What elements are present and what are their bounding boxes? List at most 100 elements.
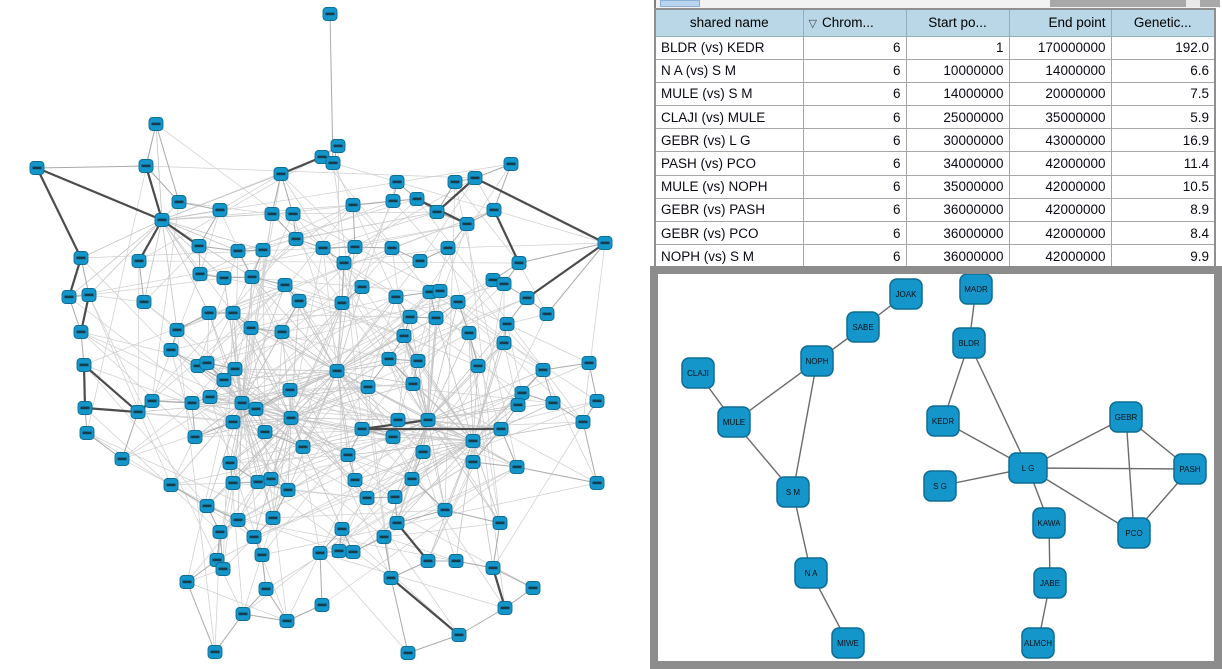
graph-node[interactable] <box>81 288 97 302</box>
graph-node[interactable] <box>389 516 405 530</box>
graph-node[interactable] <box>459 217 475 231</box>
graph-node[interactable] <box>169 323 185 337</box>
graph-node[interactable] <box>29 161 45 175</box>
graph-node-almch[interactable]: ALMCH <box>1021 627 1055 659</box>
graph-node[interactable] <box>497 601 513 615</box>
graph-node[interactable] <box>255 243 271 257</box>
column-header-1[interactable]: ▽ Chrom... <box>802 8 907 37</box>
graph-node[interactable] <box>212 203 228 217</box>
graph-node[interactable] <box>437 503 453 517</box>
graph-node[interactable] <box>282 383 298 397</box>
graph-node[interactable] <box>199 499 215 513</box>
graph-node[interactable] <box>230 513 246 527</box>
graph-node[interactable] <box>448 554 464 568</box>
graph-node[interactable] <box>360 380 376 394</box>
main-network-canvas[interactable] <box>0 0 650 669</box>
table-row[interactable]: MULE (vs) S M 6 14000000 20000000 7.5 <box>654 81 1216 107</box>
graph-node[interactable] <box>451 628 467 642</box>
table-row[interactable]: PASH (vs) PCO 6 34000000 42000000 11.4 <box>654 151 1216 176</box>
graph-node-pco[interactable]: PCO <box>1117 517 1151 549</box>
graph-node[interactable] <box>334 296 350 310</box>
graph-node[interactable] <box>163 343 179 357</box>
graph-node[interactable] <box>201 306 217 320</box>
sort-indicator-icon[interactable]: ▽ <box>808 18 817 31</box>
node-shape[interactable] <box>1032 507 1066 539</box>
graph-node[interactable] <box>277 278 293 292</box>
graph-node[interactable] <box>404 472 420 486</box>
genetic-network-canvas[interactable]: JOAK SABE NOPH CLAJI MULE S M N A MIWE MADR BLDR K… <box>658 274 1214 661</box>
graph-node[interactable] <box>131 254 147 268</box>
table-row[interactable]: GEBR (vs) PASH 6 36000000 42000000 8.9 <box>654 197 1216 223</box>
graph-node-l-g[interactable]: L G <box>1008 452 1048 484</box>
graph-node-s-g[interactable]: S G <box>923 470 957 502</box>
graph-node[interactable] <box>539 307 555 321</box>
graph-node[interactable] <box>486 203 502 217</box>
graph-node[interactable] <box>283 411 299 425</box>
graph-node[interactable] <box>390 413 406 427</box>
graph-node[interactable] <box>227 362 243 376</box>
graph-node-noph[interactable]: NOPH <box>800 345 834 377</box>
node-shape[interactable] <box>959 274 993 305</box>
node-shape[interactable] <box>923 470 957 502</box>
graph-node[interactable] <box>535 363 551 377</box>
graph-node[interactable] <box>216 373 232 387</box>
graph-node[interactable] <box>409 192 425 206</box>
graph-node[interactable] <box>347 473 363 487</box>
graph-node[interactable] <box>291 294 307 308</box>
graph-node[interactable] <box>432 284 448 298</box>
graph-node[interactable] <box>171 195 187 209</box>
graph-node[interactable] <box>279 614 295 628</box>
graph-node[interactable] <box>493 422 509 436</box>
graph-node[interactable] <box>525 581 541 595</box>
graph-node[interactable] <box>73 325 89 339</box>
graph-node[interactable] <box>285 207 301 221</box>
table-row[interactable]: N A (vs) S M 6 10000000 14000000 6.6 <box>654 58 1216 83</box>
graph-node[interactable] <box>250 475 266 489</box>
graph-node[interactable] <box>511 256 527 270</box>
graph-node[interactable] <box>144 394 160 408</box>
graph-node[interactable] <box>509 460 525 474</box>
graph-node[interactable] <box>325 156 341 170</box>
graph-node[interactable] <box>589 476 605 490</box>
graph-node[interactable] <box>389 175 405 189</box>
graph-node[interactable] <box>461 326 477 340</box>
graph-node[interactable] <box>334 522 350 536</box>
graph-node[interactable] <box>187 430 203 444</box>
graph-node[interactable] <box>465 434 481 448</box>
graph-node[interactable] <box>244 270 260 284</box>
graph-node[interactable] <box>257 425 273 439</box>
node-shape[interactable] <box>889 278 923 310</box>
graph-node[interactable] <box>265 511 281 525</box>
graph-node[interactable] <box>385 194 401 208</box>
graph-node[interactable] <box>597 236 613 250</box>
graph-node-madr[interactable]: MADR <box>959 274 993 305</box>
graph-node[interactable] <box>222 456 238 470</box>
graph-node[interactable] <box>376 530 392 544</box>
node-shape[interactable] <box>846 311 880 343</box>
graph-node[interactable] <box>191 239 207 253</box>
graph-node[interactable] <box>545 396 561 410</box>
graph-node[interactable] <box>73 251 89 265</box>
graph-node[interactable] <box>114 452 130 466</box>
graph-node[interactable] <box>179 575 195 589</box>
graph-node[interactable] <box>496 336 512 350</box>
graph-node[interactable] <box>510 398 526 412</box>
main-network-view[interactable] <box>0 0 650 669</box>
graph-node[interactable] <box>340 448 356 462</box>
graph-node[interactable] <box>581 356 597 370</box>
graph-node[interactable] <box>385 430 401 444</box>
graph-node[interactable] <box>136 295 152 309</box>
table-row[interactable]: GEBR (vs) L G 6 30000000 43000000 16.9 <box>654 128 1216 153</box>
graph-node[interactable] <box>138 159 154 173</box>
graph-node[interactable] <box>347 240 363 254</box>
graph-node[interactable] <box>402 310 418 324</box>
graph-node[interactable] <box>519 291 535 305</box>
graph-node[interactable] <box>258 582 274 596</box>
graph-node-sabe[interactable]: SABE <box>846 311 880 343</box>
graph-node[interactable] <box>396 329 412 343</box>
graph-node-pash[interactable]: PASH <box>1173 453 1207 485</box>
graph-node[interactable] <box>485 561 501 575</box>
graph-node[interactable] <box>274 325 290 339</box>
graph-node[interactable] <box>492 516 508 530</box>
scrollbar-thumb[interactable] <box>660 0 700 7</box>
